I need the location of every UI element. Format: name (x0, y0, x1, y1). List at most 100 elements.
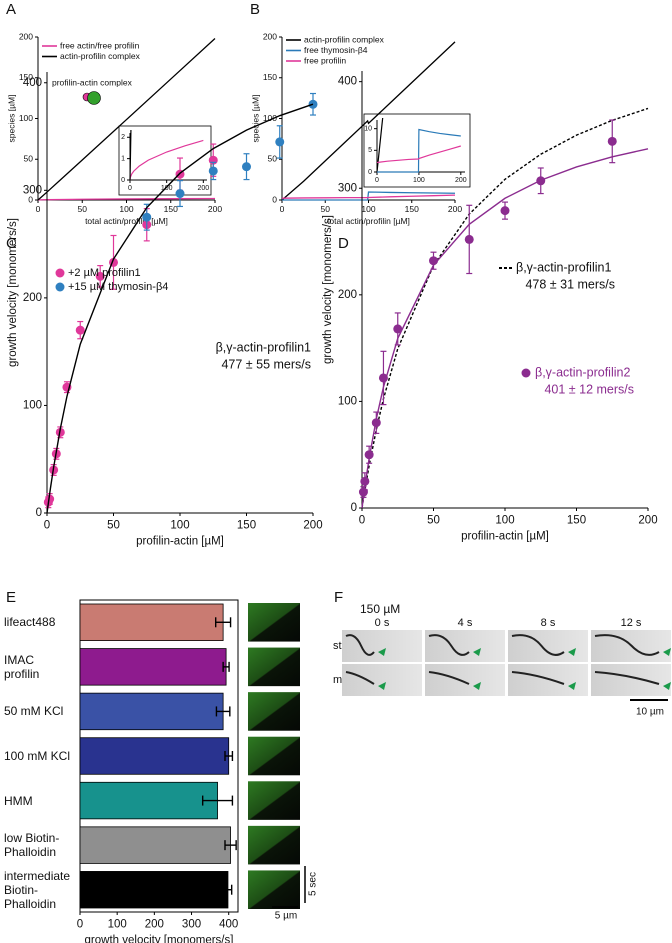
label: 200 (23, 292, 42, 304)
label: 0 (28, 194, 33, 204)
label: 200 (19, 31, 33, 41)
inset-frame (118, 125, 212, 196)
label: profilin-actin [µM] (461, 530, 549, 542)
filament (428, 671, 470, 685)
label: 200 (638, 514, 657, 526)
category-label: 50 mM KCl (4, 704, 64, 719)
kymograph (248, 781, 300, 820)
label: species [µM] (250, 95, 260, 143)
label: +2 µM profilin1 (68, 267, 141, 279)
label: profilin-actin [µM] (136, 535, 224, 547)
label: 100 (170, 519, 189, 531)
label: 0 (359, 514, 365, 526)
data-point (607, 136, 617, 146)
kymograph (248, 603, 300, 642)
label: 150 (567, 514, 586, 526)
label: 300 (182, 918, 201, 930)
data-line (361, 107, 649, 509)
label: 300 (23, 184, 42, 196)
label: 401 ± 12 mers/s (544, 382, 634, 396)
label: 0 (128, 185, 132, 192)
label: 400 (338, 76, 357, 88)
label: 10 (364, 126, 372, 133)
label: profilin-actin complex (52, 77, 133, 87)
panel-letter: C (6, 235, 17, 252)
label: growth velocity [monomers/s] (322, 215, 334, 364)
data-line (361, 148, 649, 509)
label: 200 (145, 918, 164, 930)
category-label: low Biotin- Phalloidin (4, 831, 60, 860)
panel-letter: A (6, 1, 16, 18)
data-line (37, 38, 216, 201)
label: actin-profilin complex (60, 51, 141, 61)
label: 0 (375, 177, 379, 184)
label: 200 (448, 204, 462, 214)
data-point (500, 206, 510, 216)
kymograph (248, 870, 300, 909)
label: 50 (24, 154, 34, 164)
filament (345, 634, 375, 656)
label: 0 (351, 502, 357, 514)
panel-letter: E (6, 589, 16, 606)
label: st (333, 640, 342, 652)
category-label: HMM (4, 793, 33, 808)
category-label: 100 mM KCl (4, 748, 71, 763)
arrowhead (473, 682, 481, 690)
kymograph (248, 825, 300, 865)
bar (79, 737, 230, 775)
data-line (376, 145, 461, 164)
label: 5 µm (275, 911, 297, 922)
label: total actin/profilin [µM] (85, 216, 168, 226)
label: 150 µM (360, 602, 400, 616)
bar (79, 603, 224, 641)
label: 200 (197, 185, 209, 192)
data-line (129, 130, 132, 181)
data-point (464, 234, 474, 244)
label: 100 (338, 395, 357, 407)
data-point (175, 189, 185, 199)
label: growth velocity [monomers/s] (85, 934, 234, 943)
arrowhead (378, 682, 386, 690)
kymograph (248, 692, 300, 731)
data-point (95, 271, 105, 281)
label: 10 µm (636, 707, 664, 718)
label: 0 (368, 169, 372, 176)
arrowhead (378, 648, 386, 656)
bar (79, 648, 227, 686)
label: 0 (272, 194, 277, 204)
label: 4 s (458, 617, 473, 629)
label: 100 (19, 113, 33, 123)
label: 0 s (375, 617, 390, 629)
kymograph (248, 647, 300, 687)
data-line (46, 103, 314, 514)
legend-swatch (55, 282, 65, 292)
legend-swatch (521, 368, 531, 378)
label: 50 (427, 514, 440, 526)
label: 0 (121, 177, 125, 184)
label: 478 ± 31 mers/s (525, 277, 615, 291)
label: 100 (413, 177, 425, 184)
label: 200 (303, 519, 322, 531)
data-line (129, 139, 204, 181)
label: 400 (219, 918, 238, 930)
icon-actin (87, 91, 101, 105)
data-point (208, 166, 218, 176)
label: 50 (268, 154, 278, 164)
label: +15 µM thymosin-β4 (68, 281, 168, 293)
label: 100 (119, 204, 133, 214)
micrograph (591, 664, 671, 696)
label: 200 (338, 289, 357, 301)
label: 8 s (541, 617, 556, 629)
label: 150 (237, 519, 256, 531)
micrograph (425, 664, 505, 696)
filament (594, 671, 660, 685)
label: actin-profilin complex (304, 34, 385, 44)
filament (594, 634, 660, 656)
data-line (282, 191, 456, 201)
label: total actin/profilin [µM] (327, 216, 410, 226)
label: β,γ-actin-profilin1 (516, 260, 611, 274)
micrograph (342, 630, 422, 662)
filament (345, 671, 375, 685)
